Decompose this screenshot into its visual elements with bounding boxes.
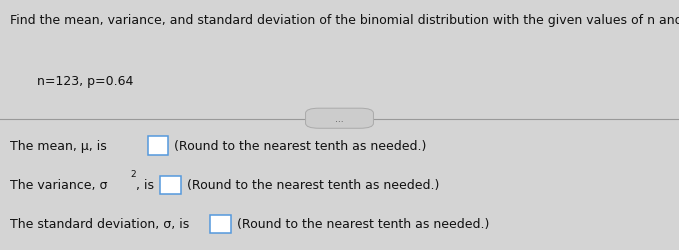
FancyBboxPatch shape bbox=[210, 215, 231, 233]
Text: , is: , is bbox=[136, 178, 154, 192]
Text: (Round to the nearest tenth as needed.): (Round to the nearest tenth as needed.) bbox=[233, 218, 490, 230]
Text: 2: 2 bbox=[130, 170, 136, 178]
Text: n=123, p=0.64: n=123, p=0.64 bbox=[37, 74, 134, 87]
FancyBboxPatch shape bbox=[148, 137, 168, 155]
Text: (Round to the nearest tenth as needed.): (Round to the nearest tenth as needed.) bbox=[183, 178, 439, 192]
FancyBboxPatch shape bbox=[160, 176, 181, 194]
Text: The mean, μ, is: The mean, μ, is bbox=[10, 140, 107, 152]
Text: Find the mean, variance, and standard deviation of the binomial distribution wit: Find the mean, variance, and standard de… bbox=[10, 14, 679, 27]
Text: The standard deviation, σ, is: The standard deviation, σ, is bbox=[10, 218, 189, 230]
Text: ...: ... bbox=[335, 114, 344, 123]
Text: (Round to the nearest tenth as needed.): (Round to the nearest tenth as needed.) bbox=[170, 140, 427, 152]
Text: The variance, σ: The variance, σ bbox=[10, 178, 108, 192]
